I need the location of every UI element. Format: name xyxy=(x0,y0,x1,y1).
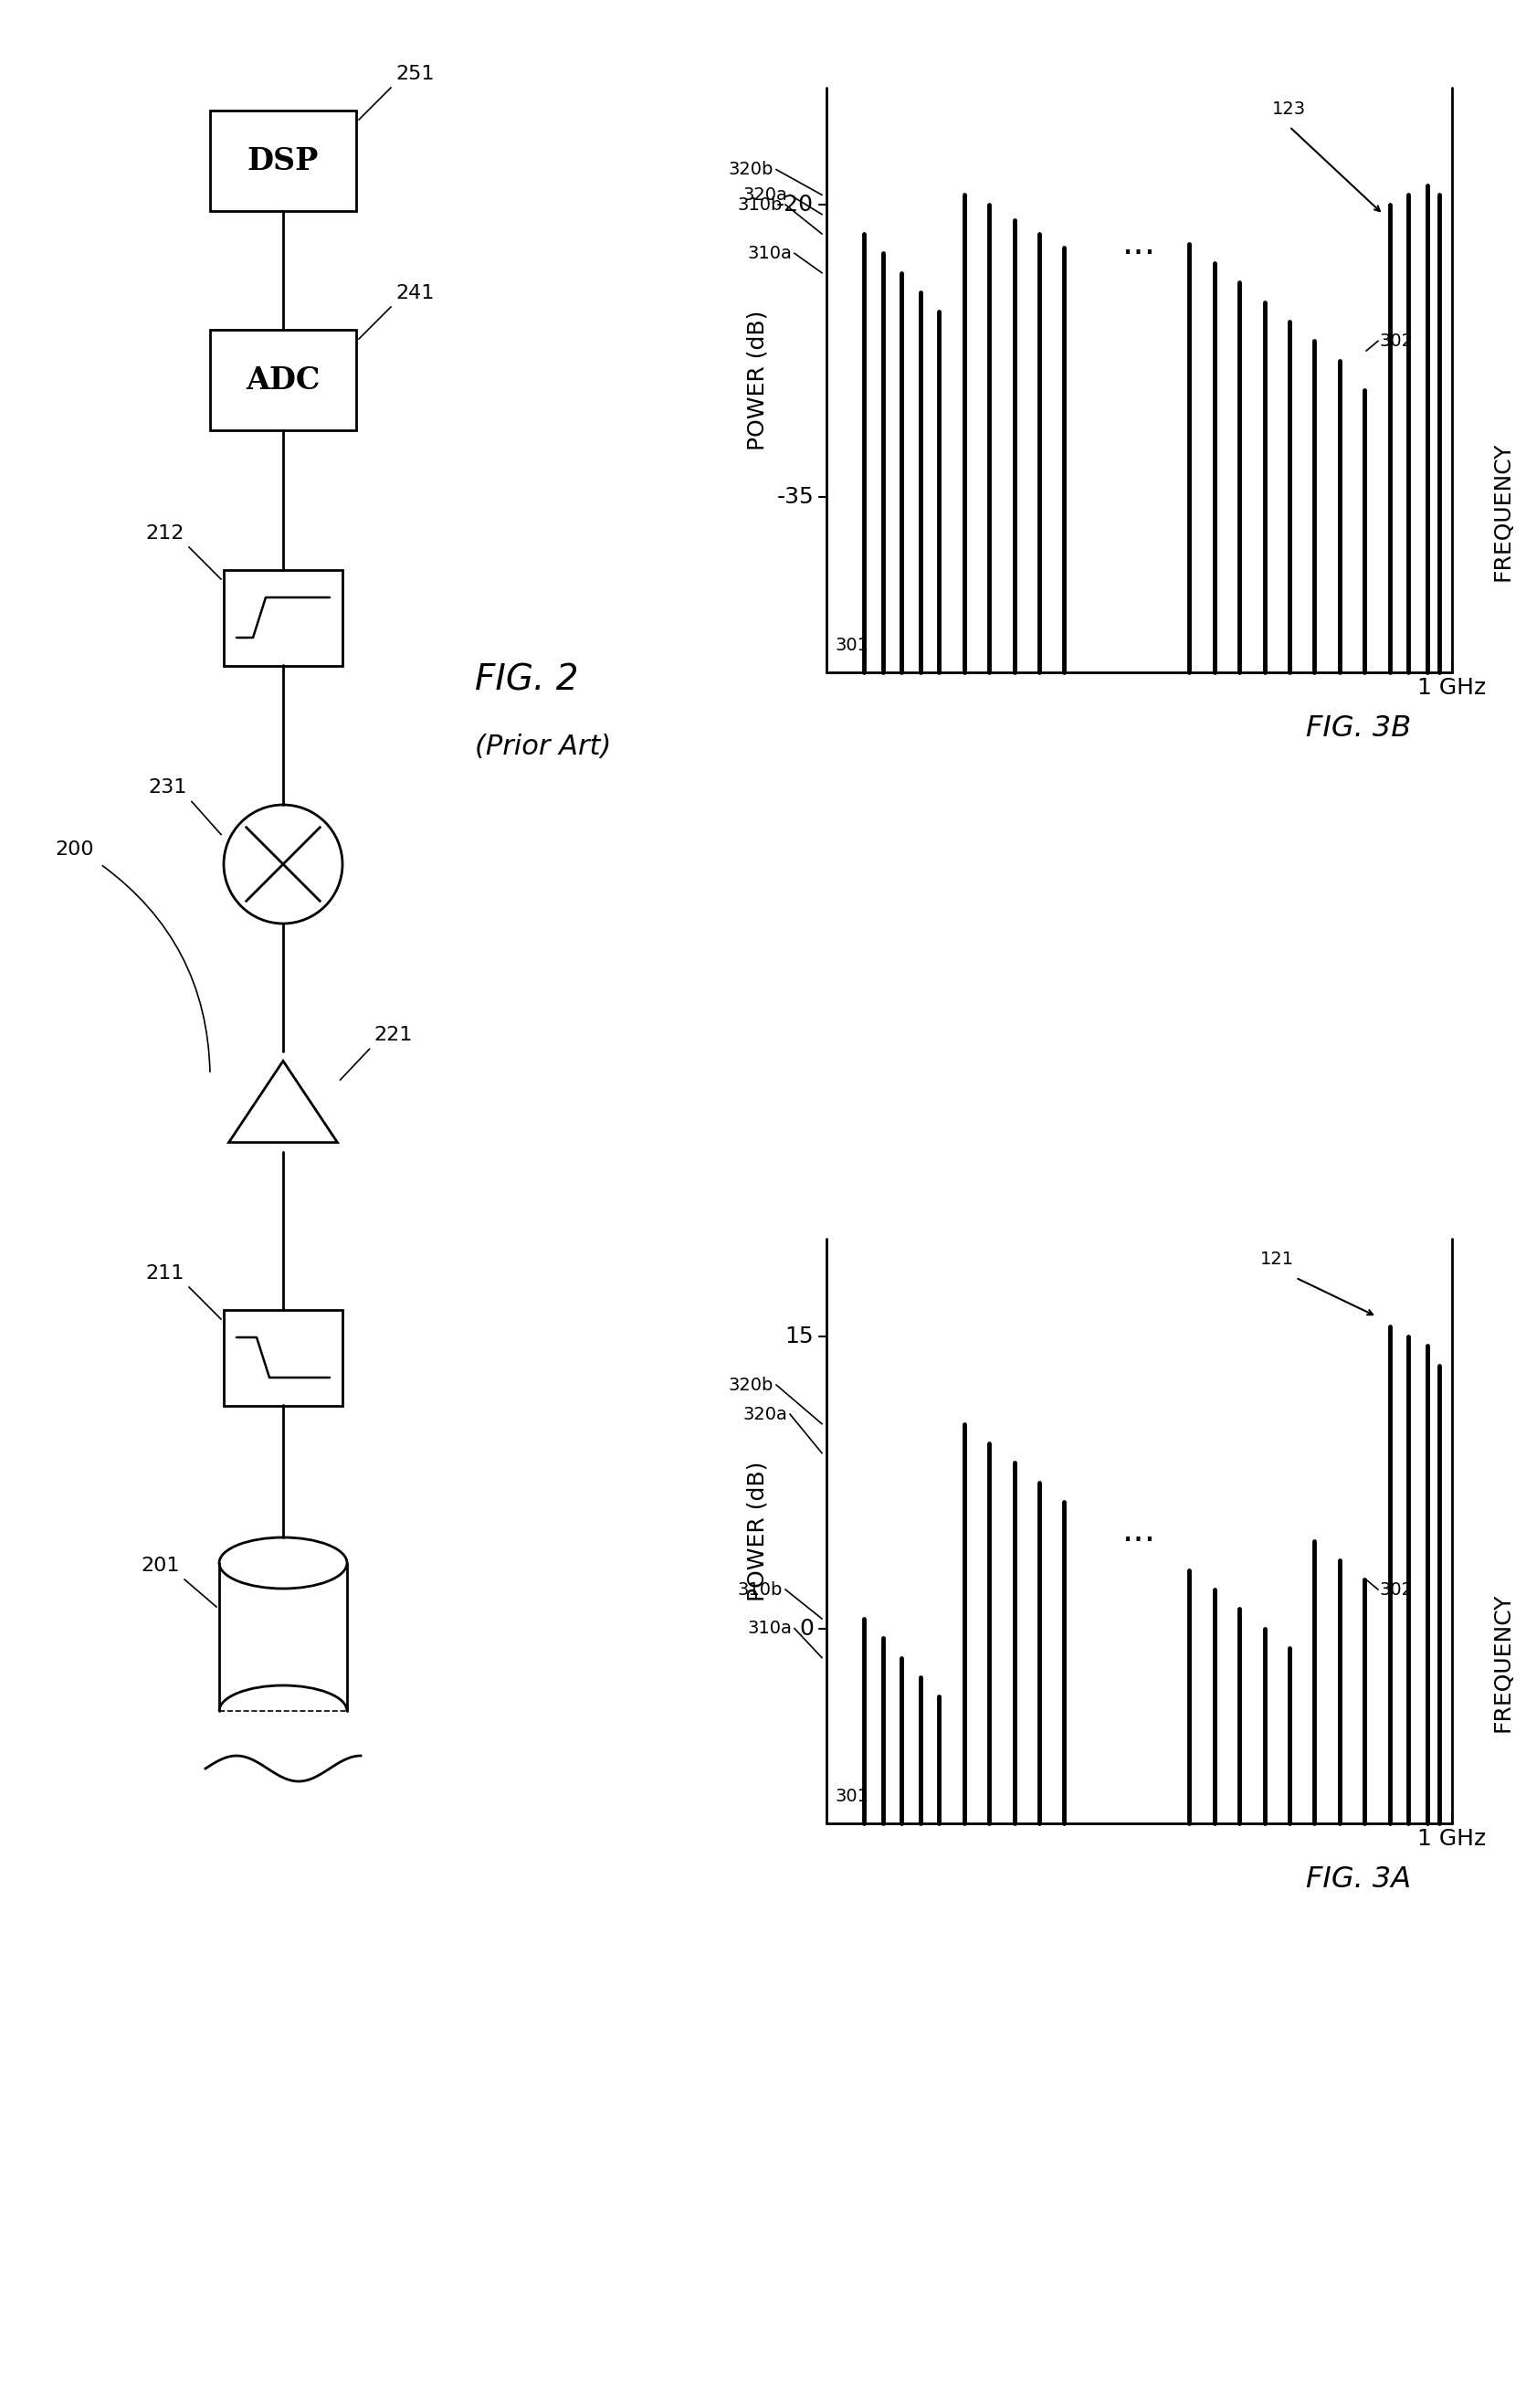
Text: 241: 241 xyxy=(395,284,433,303)
Text: 301: 301 xyxy=(836,636,870,655)
Text: 212: 212 xyxy=(146,525,185,542)
Text: 320b: 320b xyxy=(728,161,774,178)
Text: 310a: 310a xyxy=(748,1621,792,1637)
Text: FIG. 2: FIG. 2 xyxy=(475,662,578,698)
Text: 302: 302 xyxy=(1380,332,1413,349)
Text: 251: 251 xyxy=(395,65,435,84)
Text: 231: 231 xyxy=(148,778,188,797)
Text: 200: 200 xyxy=(55,840,93,860)
Text: 1 GHz: 1 GHz xyxy=(1418,677,1486,698)
Bar xyxy=(211,330,356,431)
Text: -20: -20 xyxy=(777,193,813,217)
Text: 0: 0 xyxy=(800,1618,813,1640)
Text: 310b: 310b xyxy=(737,1580,783,1599)
Text: FREQUENCY: FREQUENCY xyxy=(1491,1592,1514,1731)
Text: FIG. 3B: FIG. 3B xyxy=(1306,715,1412,742)
Text: -35: -35 xyxy=(777,486,813,508)
Text: ADC: ADC xyxy=(246,366,320,395)
Text: 201: 201 xyxy=(140,1556,180,1575)
Text: DSP: DSP xyxy=(247,147,319,176)
Bar xyxy=(224,571,342,665)
Text: 211: 211 xyxy=(146,1264,185,1283)
Text: 1 GHz: 1 GHz xyxy=(1418,1828,1486,1849)
Text: (Prior Art): (Prior Art) xyxy=(475,734,612,761)
Text: ...: ... xyxy=(1122,226,1157,260)
Text: 301: 301 xyxy=(836,1787,870,1806)
Text: 320b: 320b xyxy=(728,1377,774,1394)
Text: 310b: 310b xyxy=(737,195,783,214)
Bar xyxy=(211,111,356,212)
Text: 320a: 320a xyxy=(743,1406,787,1423)
Text: POWER (dB): POWER (dB) xyxy=(748,311,769,450)
Text: FREQUENCY: FREQUENCY xyxy=(1491,441,1514,580)
Text: ...: ... xyxy=(1122,1515,1157,1548)
Text: POWER (dB): POWER (dB) xyxy=(748,1462,769,1601)
Text: 123: 123 xyxy=(1273,101,1306,118)
Text: 121: 121 xyxy=(1260,1250,1294,1269)
Text: 302: 302 xyxy=(1380,1580,1413,1599)
Text: 221: 221 xyxy=(374,1026,412,1045)
Text: 15: 15 xyxy=(784,1324,813,1346)
Bar xyxy=(224,1310,342,1406)
Text: FIG. 3A: FIG. 3A xyxy=(1306,1866,1412,1893)
Text: 320a: 320a xyxy=(743,185,787,205)
Text: 310a: 310a xyxy=(748,246,792,262)
